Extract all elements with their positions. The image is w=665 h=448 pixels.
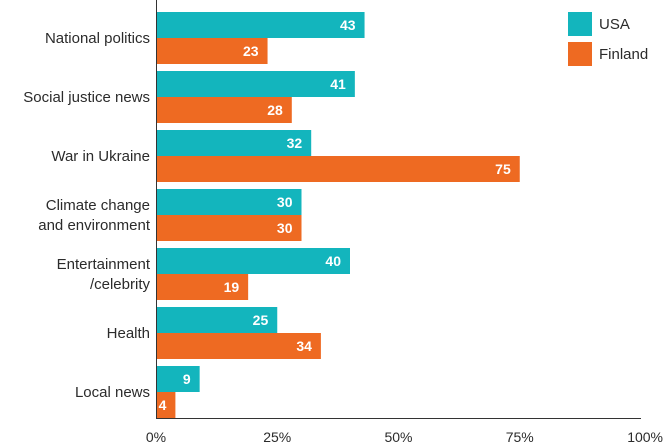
- data-label-usa-3: 30: [277, 194, 293, 210]
- x-tick-label-2: 50%: [384, 429, 412, 445]
- x-tick-labels: 0% 25% 50% 75% 100%: [146, 429, 663, 445]
- data-label-finland-2: 75: [495, 161, 511, 177]
- category-labels: National politics Social justice news War …: [23, 30, 151, 401]
- bar-usa-4: [156, 248, 350, 274]
- data-label-finland-6: 4: [159, 397, 167, 413]
- legend-swatch-finland: [568, 42, 592, 66]
- legend: USA Finland: [568, 12, 648, 66]
- bar-usa-0: [156, 12, 365, 38]
- category-label-2: War in Ukraine: [51, 148, 150, 165]
- bar-usa-3: [156, 189, 302, 215]
- legend-label-usa: USA: [599, 16, 630, 33]
- bar-finland-6: [156, 392, 176, 418]
- data-label-usa-5: 25: [253, 312, 269, 328]
- legend-swatch-usa: [568, 12, 592, 36]
- data-label-usa-2: 32: [287, 135, 303, 151]
- data-label-finland-1: 28: [267, 102, 283, 118]
- bars-group: 43 23 41 28 32 75 30 30 40 19 25 34 94: [156, 12, 520, 418]
- data-label-finland-0: 23: [243, 43, 259, 59]
- bar-finland-1: [156, 97, 292, 123]
- data-label-finland-3: 30: [277, 220, 293, 236]
- category-label-4: Entertainment/celebrity: [57, 256, 151, 293]
- category-label-5: Health: [107, 325, 150, 342]
- bar-usa-6: [156, 366, 200, 392]
- bar-usa-5: [156, 307, 278, 333]
- data-label-usa-1: 41: [330, 76, 346, 92]
- x-tick-label-1: 25%: [263, 429, 291, 445]
- data-label-usa-4: 40: [325, 253, 341, 269]
- x-tick-label-0: 0%: [146, 429, 166, 445]
- x-tick-label-3: 75%: [506, 429, 534, 445]
- category-label-0: National politics: [45, 30, 150, 47]
- data-label-finland-4: 19: [224, 279, 240, 295]
- data-label-finland-5: 34: [296, 338, 312, 354]
- data-label-usa-0: 43: [340, 17, 356, 33]
- legend-label-finland: Finland: [599, 46, 648, 63]
- bar-finland-3: [156, 215, 302, 241]
- category-label-3: Climate change and environment: [38, 197, 151, 234]
- bar-usa-2: [156, 130, 312, 156]
- bar-usa-1: [156, 71, 355, 97]
- category-label-6: Local news: [75, 384, 150, 401]
- bar-finland-5: [156, 333, 321, 359]
- bar-finland-4: [156, 274, 249, 300]
- data-label-usa-6: 9: [183, 371, 191, 387]
- bar-finland-0: [156, 38, 268, 64]
- bar-finland-2: [156, 156, 520, 182]
- category-label-1: Social justice news: [23, 89, 150, 106]
- x-tick-label-4: 100%: [627, 429, 663, 445]
- axes: [156, 0, 641, 419]
